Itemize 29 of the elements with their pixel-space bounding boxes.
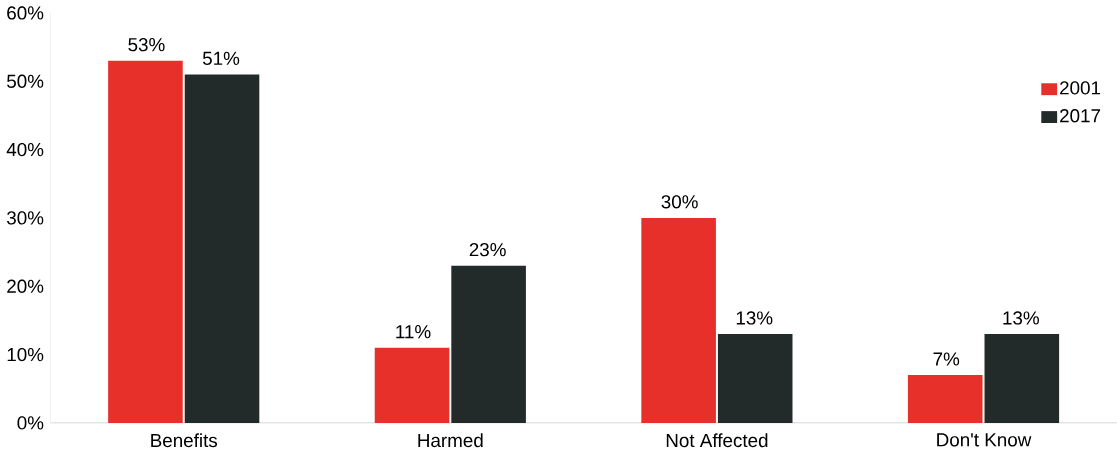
data-label: 23% [469, 242, 506, 257]
y-tick-label: 60% [7, 6, 44, 20]
y-tick-label: 50% [7, 74, 44, 88]
x-tick-label: Benefits [151, 433, 218, 447]
bar [641, 217, 716, 423]
data-label: 11% [396, 324, 431, 339]
y-tick-label: 40% [6, 142, 44, 157]
data-label: 13% [1003, 311, 1039, 325]
data-label: 30% [661, 194, 698, 209]
data-label: 53% [128, 37, 165, 52]
bar [184, 74, 260, 423]
bar [717, 333, 793, 423]
bar [108, 60, 183, 423]
bar [907, 374, 983, 423]
y-tick-label: 30% [6, 211, 44, 225]
y-tick-label: 10% [7, 347, 44, 362]
data-label: 7% [933, 352, 960, 366]
x-tick-label: Harmed [418, 433, 483, 447]
x-tick-label: Not Affected [666, 433, 768, 447]
bar [984, 333, 1060, 423]
data-label: 51% [202, 51, 240, 65]
data-label: 13% [736, 311, 773, 325]
y-tick-label: 0% [17, 416, 44, 430]
bar [374, 347, 450, 423]
x-tick-label: Don't Know [937, 433, 1032, 447]
legend-label: 2001 [1060, 81, 1101, 95]
y-tick-label: 20% [7, 279, 44, 293]
legend-label: 2017 [1060, 108, 1101, 123]
bar [451, 265, 526, 423]
